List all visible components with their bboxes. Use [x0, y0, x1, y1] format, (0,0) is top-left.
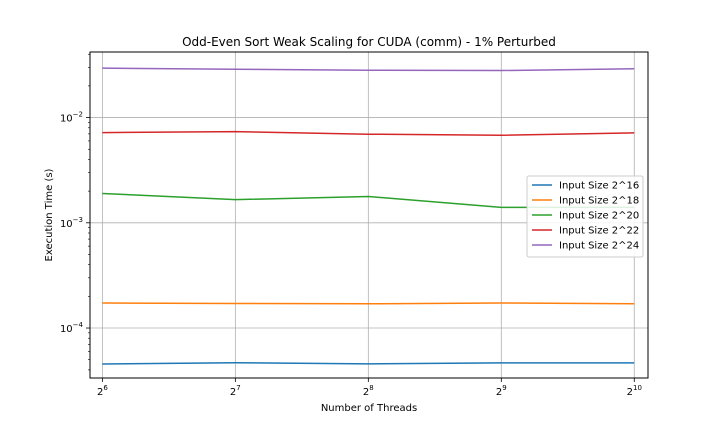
y-axis-label: Execution Time (s) [44, 168, 55, 261]
y-tick-label: 10−2 [60, 111, 83, 125]
legend-box [526, 175, 644, 258]
x-tick-label: 29 [496, 384, 507, 398]
x-tick-label: 27 [230, 384, 241, 398]
x-tick-label: 26 [97, 384, 108, 398]
plot-area-frame [89, 51, 649, 379]
x-axis-label: Number of Threads [321, 403, 417, 414]
legend-label: Input Size 2^18 [559, 196, 639, 207]
y-tick-label: 10−3 [60, 216, 83, 230]
legend-label: Input Size 2^22 [559, 226, 639, 237]
y-axis-ticks: 10−4 10−3 10−2 [60, 53, 90, 371]
series-line [102, 67, 635, 72]
series-line [102, 130, 635, 136]
x-axis-ticks: 26 27 28 29 210 [97, 378, 642, 398]
legend-label: Input Size 2^16 [559, 181, 639, 192]
x-tick-label: 210 [627, 384, 642, 398]
x-tick-label: 28 [363, 384, 374, 398]
series-line [102, 361, 635, 365]
y-tick-label: 10−4 [60, 321, 84, 335]
legend-label: Input Size 2^24 [559, 241, 639, 252]
legend: Input Size 2^16 Input Size 2^18 Input Size… [526, 175, 644, 258]
legend-label: Input Size 2^20 [559, 211, 639, 222]
chart-title: Odd-Even Sort Weak Scaling for CUDA (com… [182, 35, 556, 49]
series-line [102, 302, 635, 305]
